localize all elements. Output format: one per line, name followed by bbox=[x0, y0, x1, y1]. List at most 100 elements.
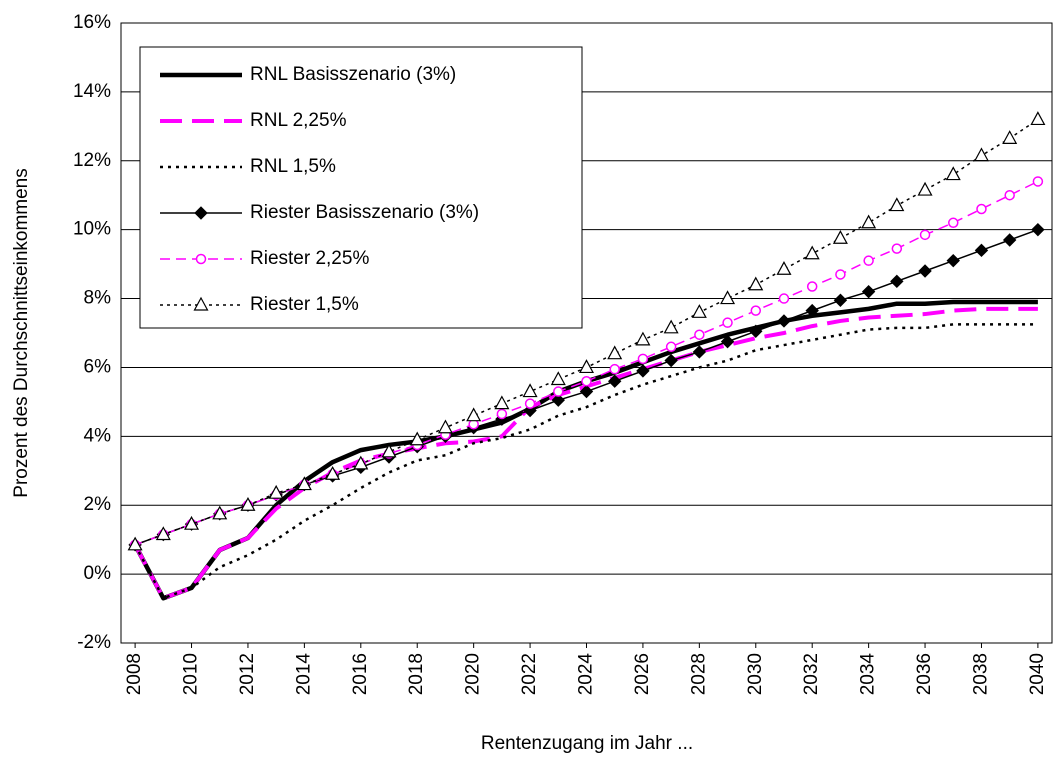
x-tick-label: 2018 bbox=[406, 653, 427, 695]
x-tick-label: 2014 bbox=[293, 653, 314, 696]
y-tick-label: 10% bbox=[73, 219, 111, 240]
legend-label: RNL Basisszenario (3%) bbox=[250, 64, 456, 85]
x-tick-label: 2036 bbox=[914, 653, 935, 695]
marker bbox=[212, 505, 228, 520]
marker bbox=[778, 293, 790, 304]
marker bbox=[636, 364, 650, 378]
marker bbox=[722, 317, 733, 328]
marker bbox=[976, 203, 987, 215]
legend-label: RNL 1,5% bbox=[250, 156, 336, 177]
x-tick-label: 2016 bbox=[350, 653, 371, 695]
marker bbox=[805, 303, 819, 318]
x-tick-label: 2040 bbox=[1027, 653, 1048, 695]
x-axis-label: Rentenzugang im Jahr ... bbox=[481, 733, 693, 754]
legend: RNL Basisszenario (3%) RNL 2,25% RNL 1,5% R… bbox=[139, 46, 583, 329]
marker bbox=[524, 398, 536, 409]
legend-label: Riester 2,25% bbox=[250, 248, 369, 269]
legend-label: Riester 1,5% bbox=[250, 294, 359, 315]
x-tick-label: 2024 bbox=[576, 653, 597, 696]
y-tick-label: 12% bbox=[73, 150, 111, 171]
marker bbox=[750, 305, 762, 316]
y-tick-label: 2% bbox=[84, 494, 112, 515]
marker bbox=[553, 386, 564, 397]
series-line bbox=[134, 323, 1038, 600]
x-tick-label: 2026 bbox=[632, 653, 653, 695]
marker bbox=[466, 407, 482, 422]
marker bbox=[193, 296, 209, 311]
marker bbox=[663, 319, 679, 334]
marker bbox=[664, 353, 678, 368]
marker bbox=[974, 243, 989, 258]
marker bbox=[749, 324, 763, 338]
x-tick-label: 2038 bbox=[970, 653, 991, 695]
marker bbox=[835, 269, 846, 280]
marker bbox=[833, 293, 848, 307]
marker bbox=[578, 359, 595, 374]
x-tick-label: 2034 bbox=[858, 653, 879, 696]
marker bbox=[861, 284, 876, 299]
legend-box bbox=[139, 46, 583, 329]
x-tick-label: 2028 bbox=[688, 653, 709, 695]
marker bbox=[1032, 176, 1044, 187]
y-tick-label: -2% bbox=[77, 632, 111, 653]
y-tick-label: 4% bbox=[84, 425, 112, 446]
marker bbox=[948, 217, 959, 229]
marker bbox=[579, 384, 594, 399]
marker bbox=[720, 334, 735, 349]
y-tick-label: 0% bbox=[84, 563, 112, 584]
marker bbox=[296, 476, 312, 491]
marker bbox=[637, 353, 649, 365]
marker bbox=[973, 147, 989, 162]
marker bbox=[268, 484, 284, 499]
marker bbox=[665, 341, 677, 353]
marker bbox=[720, 290, 736, 305]
y-axis-label: Prozent des Durchschnittseinkommens bbox=[11, 168, 32, 497]
marker bbox=[581, 375, 592, 387]
marker bbox=[127, 536, 143, 551]
marker bbox=[194, 206, 208, 220]
marker bbox=[889, 197, 905, 212]
y-tick-label: 6% bbox=[84, 356, 112, 377]
x-tick-label: 2020 bbox=[463, 653, 484, 695]
x-tick-label: 2008 bbox=[124, 653, 145, 695]
marker bbox=[863, 255, 874, 266]
marker bbox=[381, 443, 397, 458]
marker bbox=[891, 243, 903, 254]
y-tick-label: 8% bbox=[84, 288, 112, 309]
marker bbox=[777, 314, 791, 328]
marker bbox=[496, 408, 508, 420]
marker bbox=[437, 419, 453, 434]
marker bbox=[917, 181, 933, 196]
marker bbox=[1030, 111, 1046, 126]
series-line bbox=[133, 299, 1038, 601]
marker bbox=[806, 281, 818, 292]
marker bbox=[1002, 233, 1017, 247]
y-tick-label: 16% bbox=[73, 12, 111, 33]
series-line bbox=[133, 306, 1038, 601]
marker bbox=[550, 371, 566, 386]
marker bbox=[607, 345, 623, 360]
marker bbox=[353, 455, 369, 470]
marker bbox=[635, 331, 651, 346]
marker bbox=[748, 276, 764, 291]
x-tick-label: 2032 bbox=[801, 653, 822, 695]
marker bbox=[919, 229, 931, 241]
marker bbox=[551, 393, 565, 407]
marker bbox=[609, 363, 620, 375]
marker bbox=[946, 253, 960, 268]
marker bbox=[694, 329, 705, 340]
marker bbox=[945, 166, 961, 181]
marker bbox=[890, 274, 904, 289]
marker bbox=[1031, 222, 1045, 237]
x-tick-label: 2022 bbox=[519, 653, 540, 695]
legend-label: RNL 2,25% bbox=[250, 110, 347, 131]
marker bbox=[522, 383, 538, 398]
marker bbox=[608, 374, 622, 388]
marker bbox=[691, 304, 707, 318]
marker bbox=[494, 395, 510, 410]
x-tick-label: 2030 bbox=[745, 653, 766, 695]
marker bbox=[918, 264, 932, 278]
marker bbox=[861, 214, 877, 229]
marker bbox=[776, 261, 792, 275]
